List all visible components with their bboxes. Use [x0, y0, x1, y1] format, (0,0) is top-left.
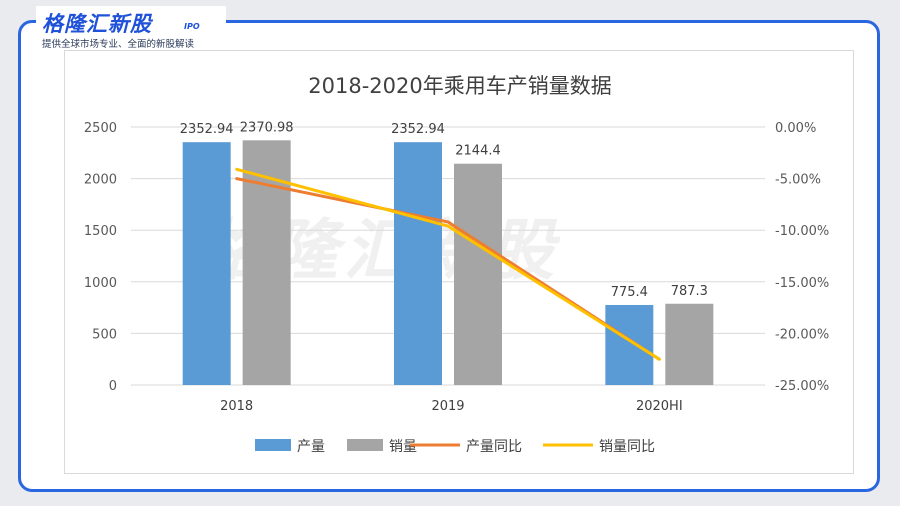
y-left-tick-label: 1500 [84, 224, 117, 239]
y-left-tick-label: 2000 [84, 173, 117, 188]
bar-sales [665, 303, 714, 385]
y-right-tick-label: -25.00% [775, 379, 829, 394]
chart-legend: 产量 销量 产量同比 销量同比 [255, 439, 655, 455]
legend-label: 销量 [389, 439, 417, 455]
bar-production [182, 142, 231, 385]
legend-swatch [255, 439, 291, 451]
brand-ipo-label: IPO [184, 22, 200, 31]
legend-label: 产量 [297, 439, 325, 455]
bar-data-label: 2352.94 [391, 122, 445, 137]
bar-sales [454, 163, 502, 385]
bar-data-label: 775.4 [611, 285, 648, 300]
y-left-tick-label: 1000 [84, 276, 117, 291]
trend-lines [235, 167, 661, 361]
x-tick-label: 2018 [220, 399, 253, 414]
brand-header: 格隆汇新股 IPO 提供全球市场专业、全面的新股解读 [36, 6, 226, 50]
bar-data-label: 2370.98 [240, 120, 294, 135]
y-left-tick-label: 500 [92, 327, 117, 342]
brand-tagline: 提供全球市场专业、全面的新股解读 [42, 39, 195, 50]
grid-lines [131, 126, 765, 386]
bar-production [394, 142, 442, 385]
chart-panel: 格隆汇新股 0 500 1000 1500 2000 2500 0.00% -5.00% -10… [64, 50, 854, 474]
legend-swatch [347, 439, 383, 451]
brand-logo: 格隆汇新股 [42, 12, 152, 36]
chart-title: 2018-2020年乘用车产销量数据 [308, 74, 611, 98]
y-right-tick-label: -5.00% [775, 173, 821, 188]
y-left-tick-label: 0 [109, 379, 117, 394]
y-right-tick-label: -20.00% [775, 327, 829, 342]
y-right-tick-label: -10.00% [775, 224, 829, 239]
legend-label: 产量同比 [466, 439, 522, 455]
bar-data-label: 787.3 [671, 284, 708, 299]
legend-label: 销量同比 [599, 439, 655, 455]
y-right-tick-label: -15.00% [775, 276, 829, 291]
axis-and-data-labels: 0 500 1000 1500 2000 2500 0.00% -5.00% -10.00% -1… [84, 120, 829, 414]
bar-data-label: 2352.94 [180, 122, 234, 137]
x-tick-label: 2019 [431, 399, 464, 414]
y-left-tick-label: 2500 [84, 121, 117, 136]
bar-production [605, 304, 654, 385]
bar-data-label: 2144.4 [455, 144, 501, 159]
x-tick-label: 2020HI [636, 399, 683, 414]
line-sales-yoy [235, 167, 661, 361]
y-right-tick-label: 0.00% [775, 121, 816, 136]
